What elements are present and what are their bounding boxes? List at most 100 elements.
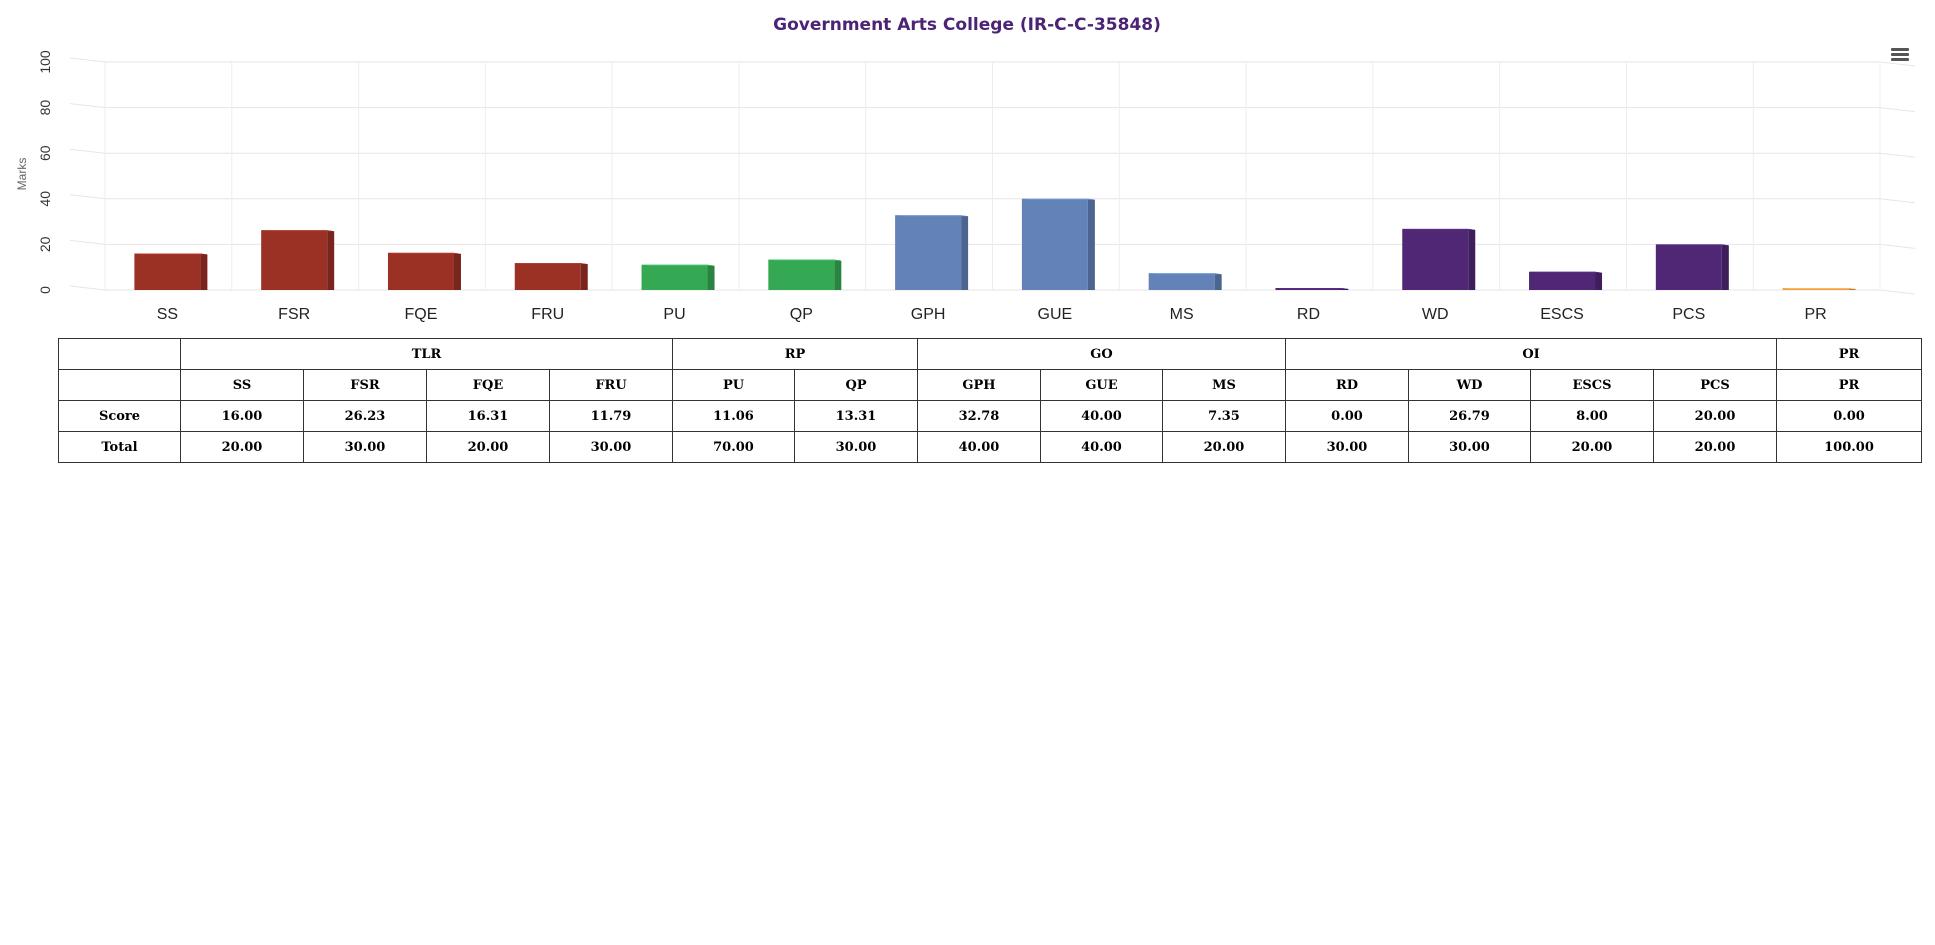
x-tick-label: PU: [663, 306, 685, 323]
value-cell: 13.31: [794, 400, 918, 432]
column-header-cell: GPH: [917, 369, 1041, 401]
bar-escs[interactable]: [1529, 271, 1603, 290]
x-tick-label: RD: [1297, 306, 1320, 323]
column-header-cell: RD: [1285, 369, 1409, 401]
column-header-cell: FQE: [426, 369, 550, 401]
bar-fqe[interactable]: [387, 252, 461, 290]
hamburger-menu-icon[interactable]: [1888, 45, 1912, 65]
value-cell: 26.79: [1408, 400, 1531, 432]
y-tick-label: 20: [37, 236, 53, 252]
value-cell: 30.00: [794, 431, 918, 463]
value-cell: 30.00: [1408, 431, 1531, 463]
chart-title: Government Arts College (IR-C-C-35848): [773, 15, 1161, 35]
column-header-cell: WD: [1408, 369, 1531, 401]
y-axis: 0 20 40 60 80 100: [37, 50, 53, 294]
group-header-cell: RP: [672, 338, 918, 370]
score-table: TLR RP GO OI PR SS FSR FQE FRU PU QP GPH GUE MS RD WD ES…: [58, 338, 1923, 463]
y-tick-label: 80: [37, 100, 53, 116]
x-axis: SS FSR FQE FRU PU QP GPH GUE MS RD WD ESCS PCS PR: [157, 306, 1827, 323]
x-tick-label: SS: [157, 306, 178, 323]
column-header-cell: GUE: [1040, 369, 1163, 401]
value-cell: 40.00: [917, 431, 1041, 463]
x-tick-label: PR: [1804, 306, 1826, 323]
menu-line: [1891, 53, 1909, 56]
value-cell: 16.31: [426, 400, 550, 432]
bar-fsr[interactable]: [261, 230, 335, 290]
value-cell: 20.00: [180, 431, 304, 463]
value-cell: 20.00: [1652, 431, 1778, 463]
bar-pr[interactable]: [1782, 288, 1856, 290]
column-header-cell: SS: [180, 369, 304, 401]
bar-gph[interactable]: [895, 215, 969, 290]
bar-fru[interactable]: [514, 263, 588, 290]
value-cell: 30.00: [1285, 431, 1409, 463]
group-header-row: TLR RP GO OI PR: [58, 338, 1923, 370]
column-header-row: SS FSR FQE FRU PU QP GPH GUE MS RD WD ESCS PCS PR: [58, 369, 1923, 401]
x-tick-label: FQE: [405, 306, 438, 323]
bar-chart: Government Arts College (IR-C-C-35848) 0…: [15, 15, 1916, 323]
group-header-cell: PR: [1776, 338, 1923, 370]
group-header-cell: TLR: [180, 338, 673, 370]
value-cell: 20.00: [426, 431, 550, 463]
table-row: Score 16.00 26.23 16.31 11.79 11.06 13.31 32.78…: [58, 400, 1923, 432]
row-label-cell: Score: [58, 400, 181, 432]
bar-rd[interactable]: [1275, 288, 1349, 290]
column-header-cell: FSR: [303, 369, 427, 401]
bar-pcs[interactable]: [1655, 244, 1729, 290]
x-tick-label: MS: [1170, 306, 1194, 323]
x-tick-label: GPH: [911, 306, 946, 323]
value-cell: 0.00: [1285, 400, 1409, 432]
x-tick-label: FRU: [531, 306, 564, 323]
value-cell: 30.00: [303, 431, 427, 463]
bar-qp[interactable]: [768, 259, 842, 290]
y-tick-label: 40: [37, 191, 53, 207]
column-header-cell: PU: [672, 369, 795, 401]
value-cell: 20.00: [1652, 400, 1778, 432]
x-tick-label: WD: [1422, 306, 1449, 323]
x-tick-label: GUE: [1038, 306, 1073, 323]
value-cell: 30.00: [549, 431, 673, 463]
y-tick-label: 0: [37, 286, 53, 294]
x-tick-label: ESCS: [1540, 306, 1584, 323]
value-cell: 7.35: [1162, 400, 1286, 432]
group-header-cell: [58, 338, 181, 370]
chart-grid: [69, 57, 1916, 295]
value-cell: 20.00: [1162, 431, 1286, 463]
y-tick-label: 100: [37, 50, 53, 74]
value-cell: 40.00: [1040, 431, 1163, 463]
value-cell: 20.00: [1530, 431, 1654, 463]
bar-series: [134, 198, 1856, 290]
column-header-cell: [58, 369, 181, 401]
value-cell: 70.00: [672, 431, 795, 463]
value-cell: 32.78: [917, 400, 1041, 432]
value-cell: 16.00: [180, 400, 304, 432]
group-header-cell: GO: [917, 338, 1286, 370]
value-cell: 40.00: [1040, 400, 1163, 432]
bar-ss[interactable]: [134, 253, 208, 290]
y-axis-title: Marks: [15, 158, 29, 191]
menu-line: [1891, 58, 1909, 61]
y-tick-label: 60: [37, 145, 53, 161]
group-header-cell: OI: [1284, 338, 1778, 370]
column-header-cell: PCS: [1652, 369, 1778, 401]
value-cell: 0.00: [1776, 400, 1923, 432]
value-cell: 26.23: [303, 400, 427, 432]
column-header-cell: QP: [794, 369, 918, 401]
column-header-cell: FRU: [549, 369, 673, 401]
value-cell: 11.79: [549, 400, 673, 432]
bar-ms[interactable]: [1148, 273, 1222, 290]
menu-line: [1891, 48, 1909, 51]
value-cell: 100.00: [1776, 431, 1923, 463]
x-tick-label: QP: [790, 306, 813, 323]
value-cell: 11.06: [672, 400, 795, 432]
x-tick-label: FSR: [278, 306, 310, 323]
bar-pu[interactable]: [641, 264, 715, 290]
bar-wd[interactable]: [1402, 228, 1476, 290]
table-row: Total 20.00 30.00 20.00 30.00 70.00 30.00 40.00…: [58, 431, 1923, 463]
value-cell: 8.00: [1530, 400, 1654, 432]
column-header-cell: ESCS: [1530, 369, 1654, 401]
row-label-cell: Total: [58, 431, 181, 463]
column-header-cell: MS: [1162, 369, 1286, 401]
x-tick-label: PCS: [1672, 306, 1705, 323]
bar-gue[interactable]: [1021, 198, 1095, 290]
